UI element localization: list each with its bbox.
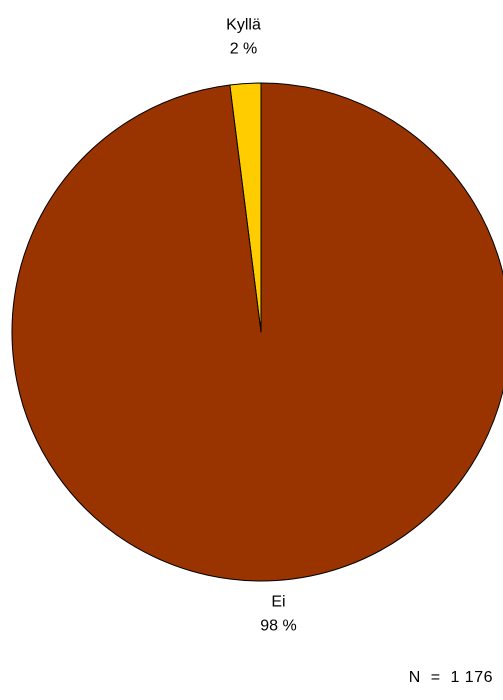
- slice-label-2: Ei: [271, 593, 285, 610]
- sample-size-label: N = 1 176: [408, 669, 493, 686]
- slice-percent-label-2: 98 %: [260, 617, 296, 634]
- slice-label-1: Kyllä: [226, 17, 261, 34]
- pie-slice-2: [11, 82, 503, 582]
- slice-percent-label-1: 2 %: [230, 41, 258, 58]
